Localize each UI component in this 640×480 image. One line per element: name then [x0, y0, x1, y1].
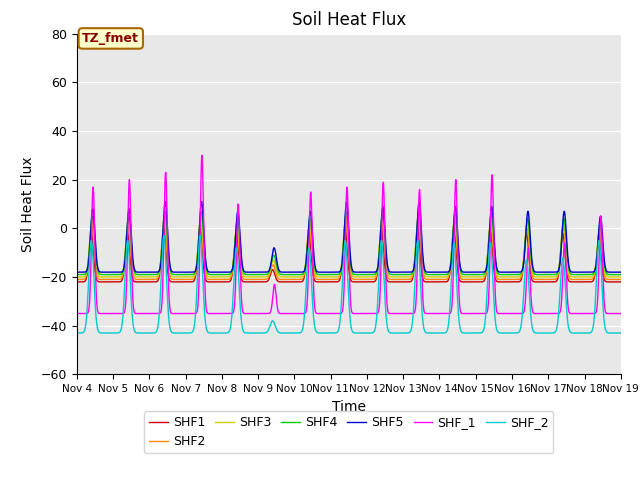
SHF_1 — [305, 233, 313, 239]
SHF_2 — [607, 330, 614, 336]
SHF5 — [73, 269, 81, 275]
SHF5 — [108, 269, 115, 275]
SHF3 — [282, 274, 290, 280]
SHF4 — [161, 208, 169, 214]
Line: SHF_2: SHF_2 — [77, 236, 621, 333]
SHF_2 — [282, 330, 289, 336]
SHF_1 — [607, 311, 614, 316]
SHF1 — [282, 279, 290, 285]
Y-axis label: Soil Heat Flux: Soil Heat Flux — [21, 156, 35, 252]
SHF_1 — [73, 311, 81, 316]
SHF4 — [617, 272, 625, 277]
SHF3 — [617, 274, 625, 280]
SHF1 — [607, 279, 614, 285]
SHF1 — [168, 279, 175, 285]
SHF1 — [305, 231, 313, 237]
SHF2 — [607, 276, 614, 282]
SHF5 — [607, 269, 614, 275]
X-axis label: Time: Time — [332, 400, 366, 414]
SHF_2 — [305, 246, 313, 252]
Legend: SHF1, SHF2, SHF3, SHF4, SHF5, SHF_1, SHF_2: SHF1, SHF2, SHF3, SHF4, SHF5, SHF_1, SHF… — [144, 411, 554, 453]
SHF_2 — [73, 330, 81, 336]
Line: SHF4: SHF4 — [77, 211, 621, 275]
SHF3 — [109, 274, 116, 280]
SHF1 — [73, 279, 81, 285]
Line: SHF1: SHF1 — [77, 228, 621, 282]
SHF_1 — [282, 311, 289, 316]
SHF2 — [135, 276, 143, 282]
SHF4 — [73, 272, 81, 277]
Line: SHF3: SHF3 — [77, 216, 621, 277]
SHF5 — [282, 269, 290, 275]
SHF_1 — [548, 311, 556, 316]
SHF4 — [548, 272, 556, 277]
Text: TZ_fmet: TZ_fmet — [83, 32, 140, 45]
SHF_2 — [135, 330, 143, 336]
Line: SHF_1: SHF_1 — [77, 156, 621, 313]
SHF_2 — [290, 330, 298, 336]
SHF4 — [135, 272, 143, 277]
SHF_1 — [198, 153, 206, 158]
SHF2 — [108, 276, 116, 282]
SHF3 — [305, 221, 313, 227]
SHF4 — [282, 272, 290, 277]
SHF3 — [607, 274, 614, 280]
SHF1 — [548, 279, 556, 285]
SHF_2 — [168, 329, 175, 335]
SHF3 — [135, 274, 143, 280]
SHF2 — [282, 276, 289, 282]
SHF2 — [73, 276, 81, 282]
SHF4 — [109, 272, 116, 277]
SHF5 — [135, 269, 143, 275]
SHF5 — [617, 269, 625, 275]
SHF3 — [73, 274, 81, 280]
Line: SHF2: SHF2 — [77, 221, 621, 279]
SHF_2 — [617, 330, 625, 336]
SHF3 — [168, 273, 175, 279]
SHF4 — [607, 272, 614, 277]
SHF5 — [548, 269, 556, 275]
SHF1 — [617, 279, 625, 285]
SHF4 — [305, 218, 313, 224]
SHF_1 — [167, 310, 175, 316]
SHF2 — [305, 226, 313, 231]
Title: Soil Heat Flux: Soil Heat Flux — [292, 11, 406, 29]
SHF_2 — [160, 233, 168, 239]
SHF1 — [160, 226, 168, 231]
Line: SHF5: SHF5 — [77, 202, 621, 272]
SHF5 — [161, 199, 169, 204]
SHF_2 — [548, 330, 556, 336]
SHF_1 — [617, 311, 625, 316]
SHF5 — [168, 268, 175, 274]
SHF1 — [106, 279, 114, 285]
SHF2 — [168, 276, 175, 282]
SHF3 — [161, 213, 168, 219]
SHF4 — [168, 270, 175, 276]
SHF3 — [548, 274, 556, 280]
SHF2 — [617, 276, 625, 282]
SHF1 — [135, 279, 143, 285]
SHF2 — [548, 276, 556, 282]
SHF2 — [414, 218, 422, 224]
SHF5 — [305, 215, 313, 220]
SHF_1 — [135, 311, 143, 316]
